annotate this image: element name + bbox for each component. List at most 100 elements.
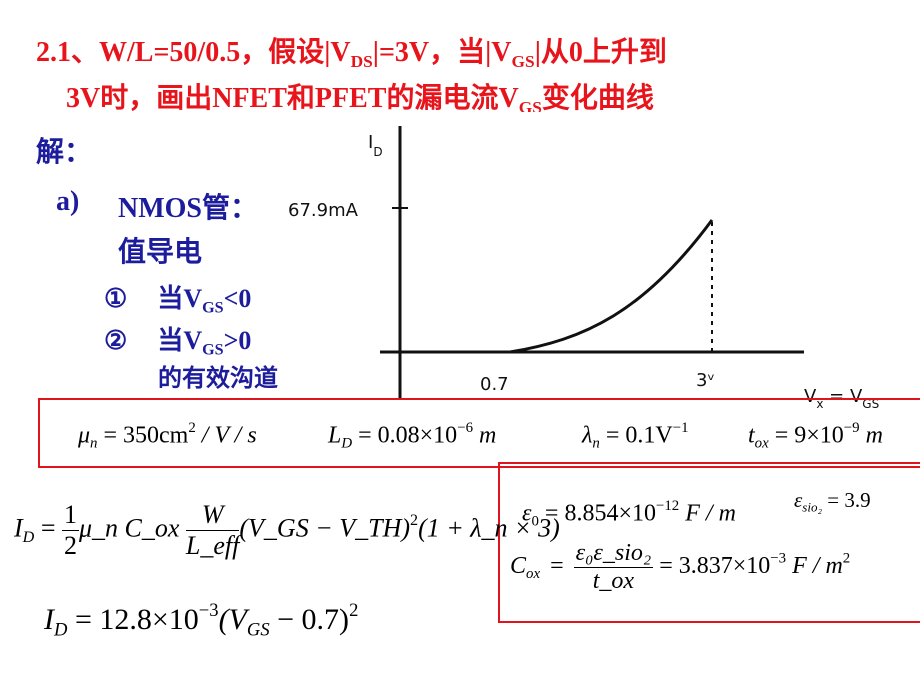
- text: = 0.08×10: [352, 422, 458, 449]
- title-line1: 2.1、W/L=50/0.5，假设|VDS|=3V，当|VGS|从0上升到: [36, 30, 667, 72]
- text: 2: [188, 420, 196, 436]
- text: =: [550, 553, 564, 580]
- param: LD = 0.08×10−6 m: [328, 420, 496, 453]
- title-line2: 3V时，画出NFET和PFET的漏电流VGS变化曲线: [66, 76, 654, 118]
- params-box: [38, 398, 920, 468]
- text: = 3.9: [822, 488, 871, 512]
- case: ① 当VGS<0: [104, 278, 251, 318]
- text: t: [748, 422, 755, 449]
- text: W: [185, 500, 240, 531]
- text: I: [44, 603, 54, 637]
- text: = V: [823, 386, 863, 407]
- fraction: W L_eff: [185, 500, 240, 561]
- text: >0: [223, 326, 252, 355]
- text: −12: [655, 498, 680, 514]
- text: 1: [61, 500, 79, 531]
- text: m: [859, 422, 883, 449]
- text: μ: [78, 422, 91, 449]
- param: μn = 350cm2 / V / s: [78, 420, 257, 453]
- case: ② 当VGS>0: [104, 320, 251, 360]
- text: DS: [350, 52, 373, 72]
- text: −6: [457, 420, 474, 436]
- text: GS: [202, 299, 224, 317]
- text: − 0.7): [269, 603, 350, 637]
- text: = 12.8×10: [67, 603, 199, 637]
- sketch-bg: [284, 112, 920, 408]
- item-text: 值导电: [118, 237, 203, 268]
- text: (V_GS − V_TH): [239, 513, 411, 543]
- text: I: [368, 132, 373, 153]
- text: = 9×10: [768, 422, 844, 449]
- text: t_ox: [592, 568, 635, 594]
- text: μ_n C_ox: [78, 513, 186, 543]
- text: / V / s: [195, 422, 257, 449]
- constant: ε0 = 8.854×10−12 F / m: [522, 498, 736, 531]
- text: L_eff: [185, 531, 240, 560]
- text: sio₂: [802, 499, 822, 515]
- text: x: [816, 397, 823, 408]
- text: GS: [511, 52, 535, 72]
- text: = 3.837×10: [653, 553, 771, 580]
- text: −3: [198, 600, 219, 621]
- text: ε₀ε_sio₂: [573, 540, 654, 568]
- text: <0: [223, 284, 252, 313]
- text: 当V: [157, 326, 203, 355]
- text: ①: [104, 284, 128, 313]
- text: −1: [672, 420, 689, 436]
- text: −9: [843, 420, 860, 436]
- cox: Cox = ε₀ε_sio₂ t_ox = 3.837×10−3 F / m2: [510, 540, 850, 595]
- case-cont: 的有效沟道: [158, 366, 278, 392]
- text: D: [22, 529, 35, 547]
- text: n: [90, 435, 98, 452]
- id-result: ID = 12.8×10−3(VGS − 0.7)2: [44, 600, 358, 642]
- text: = 0.1V: [599, 422, 673, 449]
- curve: [400, 219, 714, 354]
- text: 2: [842, 550, 851, 567]
- text: 0: [531, 513, 539, 530]
- sketch: ID 67.9mA 0.7 3ᵛ Vx = VGS: [284, 112, 920, 408]
- constants-box: [498, 462, 920, 623]
- text: 变化曲线: [541, 83, 654, 114]
- text: |从0上升到: [534, 37, 667, 68]
- fraction: ε₀ε_sio₂ t_ox: [573, 540, 654, 595]
- text: 2: [63, 531, 77, 560]
- param: tox = 9×10−9 m: [748, 420, 883, 453]
- text: C: [510, 553, 527, 580]
- y-label: ID: [368, 132, 383, 159]
- text: = 350cm: [97, 422, 189, 449]
- text: 2.1、W/L=50/0.5，假设|V: [36, 37, 351, 68]
- text: D: [54, 619, 68, 641]
- text: (1 + λ_n × 3): [418, 513, 560, 543]
- text: n: [592, 435, 600, 452]
- text: 当V: [157, 284, 203, 313]
- text: V: [804, 386, 817, 407]
- text: F / m: [786, 553, 843, 580]
- text: 2: [349, 600, 359, 621]
- text: ②: [104, 326, 128, 355]
- text: GS: [202, 341, 224, 359]
- text: ε: [794, 488, 803, 512]
- text: D: [373, 145, 382, 159]
- axis-label: Vx = VGS: [804, 386, 879, 408]
- text: GS: [246, 619, 270, 641]
- peak-label: 67.9mA: [288, 200, 359, 221]
- text: (V: [218, 603, 247, 637]
- text: L: [328, 422, 342, 449]
- text: 2: [410, 512, 419, 530]
- x-label: 0.7: [480, 374, 509, 395]
- text: = 8.854×10: [538, 500, 656, 527]
- text: m: [473, 422, 497, 449]
- text: F / m: [679, 500, 736, 527]
- text: 3V时，画出NFET和PFET的漏电流V: [66, 83, 519, 114]
- text: ox: [754, 435, 769, 452]
- text: D: [341, 435, 353, 452]
- text: ε: [522, 500, 532, 527]
- text: ox: [526, 566, 541, 583]
- text: GS: [862, 397, 879, 408]
- item-marker: a): [56, 186, 80, 217]
- param: λn = 0.1V−1: [582, 420, 689, 453]
- text: =: [34, 513, 62, 543]
- constant: εsio₂ = 3.9: [794, 488, 871, 516]
- text: |=3V，当|V: [372, 37, 512, 68]
